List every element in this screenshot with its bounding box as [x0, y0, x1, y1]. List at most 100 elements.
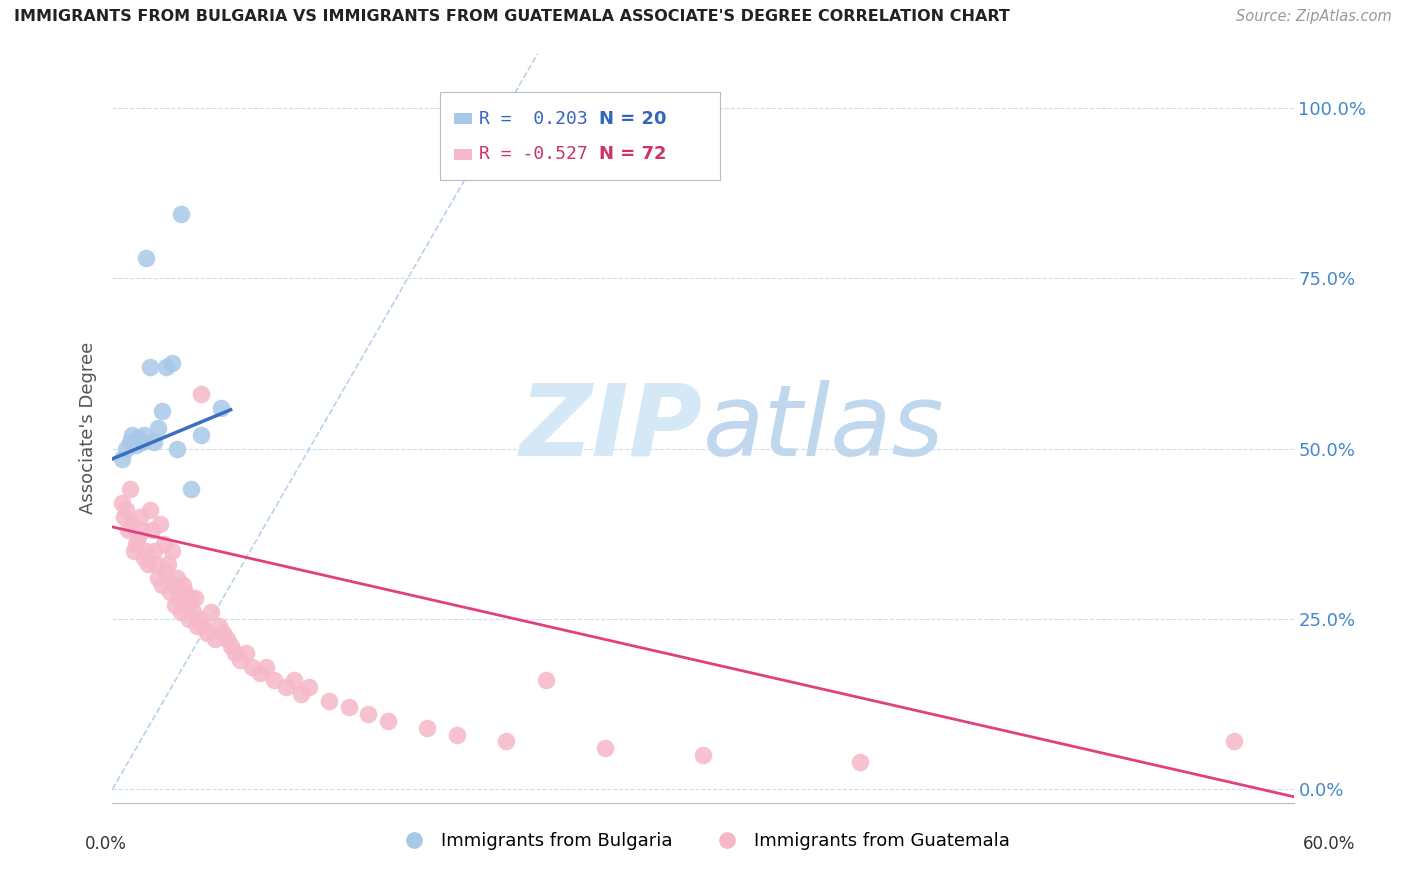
Point: [132, 428, 155, 442]
Point: [263, 673, 285, 688]
Legend: Immigrants from Bulgaria, Immigrants from Guatemala: Immigrants from Bulgaria, Immigrants fro…: [389, 825, 1017, 857]
Text: N = 20: N = 20: [599, 110, 666, 128]
Point: [337, 700, 360, 714]
Point: [186, 618, 208, 632]
Point: [111, 496, 134, 510]
Point: [146, 571, 169, 585]
Point: [160, 356, 183, 370]
Point: [112, 509, 135, 524]
Point: [274, 680, 297, 694]
Point: [298, 680, 321, 694]
Point: [165, 599, 187, 613]
Point: [357, 707, 380, 722]
Point: [111, 451, 134, 466]
Point: [180, 591, 202, 606]
Point: [115, 503, 138, 517]
Point: [152, 537, 174, 551]
Point: [215, 632, 238, 647]
Point: [172, 578, 194, 592]
Point: [283, 673, 305, 688]
Point: [692, 748, 714, 763]
Text: ZIP: ZIP: [520, 380, 703, 476]
Point: [160, 543, 183, 558]
Point: [224, 646, 246, 660]
Point: [166, 571, 188, 585]
Point: [188, 612, 211, 626]
Point: [229, 653, 252, 667]
Point: [145, 558, 167, 572]
Point: [125, 438, 148, 452]
Y-axis label: Associate's Degree: Associate's Degree: [79, 342, 97, 515]
Point: [115, 442, 138, 456]
Point: [159, 584, 181, 599]
Point: [170, 206, 193, 220]
Text: atlas: atlas: [703, 380, 945, 476]
Point: [121, 516, 143, 531]
Text: N = 72: N = 72: [599, 145, 666, 163]
Point: [211, 625, 233, 640]
Point: [495, 734, 517, 748]
Point: [135, 543, 157, 558]
Point: [132, 550, 155, 565]
Point: [174, 584, 197, 599]
Point: [125, 537, 148, 551]
Point: [249, 666, 271, 681]
Point: [254, 659, 277, 673]
Point: [127, 431, 149, 445]
Point: [191, 618, 214, 632]
Point: [120, 483, 142, 497]
Point: [849, 755, 872, 769]
Point: [180, 483, 202, 497]
Point: [150, 578, 173, 592]
Point: [135, 251, 157, 265]
Text: R = -0.527: R = -0.527: [479, 145, 588, 163]
Point: [131, 524, 153, 538]
Point: [181, 605, 204, 619]
Point: [122, 543, 145, 558]
Point: [318, 693, 340, 707]
Point: [190, 428, 212, 442]
Point: [120, 434, 142, 449]
Point: [170, 605, 193, 619]
Point: [204, 632, 226, 647]
Text: IMMIGRANTS FROM BULGARIA VS IMMIGRANTS FROM GUATEMALA ASSOCIATE'S DEGREE CORRELA: IMMIGRANTS FROM BULGARIA VS IMMIGRANTS F…: [14, 9, 1010, 24]
Point: [139, 359, 162, 374]
Text: Source: ZipAtlas.com: Source: ZipAtlas.com: [1236, 9, 1392, 24]
Point: [593, 741, 616, 756]
Point: [166, 442, 188, 456]
Point: [131, 434, 153, 449]
Point: [129, 509, 152, 524]
Point: [208, 618, 231, 632]
Point: [377, 714, 399, 728]
Point: [219, 639, 242, 653]
Point: [156, 558, 179, 572]
Point: [209, 401, 232, 415]
Point: [136, 558, 159, 572]
Point: [416, 721, 439, 735]
Point: [150, 404, 173, 418]
Text: 60.0%: 60.0%: [1302, 835, 1355, 853]
Text: R =  0.203: R = 0.203: [479, 110, 588, 128]
Point: [142, 434, 165, 449]
Point: [155, 564, 177, 578]
Point: [141, 524, 163, 538]
Point: [240, 659, 263, 673]
Point: [117, 524, 139, 538]
Point: [200, 605, 222, 619]
Point: [149, 516, 172, 531]
Text: 0.0%: 0.0%: [84, 835, 127, 853]
Point: [290, 687, 312, 701]
Point: [127, 530, 149, 544]
Point: [534, 673, 557, 688]
Point: [169, 591, 191, 606]
Point: [146, 421, 169, 435]
Point: [1223, 734, 1246, 748]
Point: [139, 503, 162, 517]
Point: [179, 612, 201, 626]
Point: [142, 543, 165, 558]
Point: [195, 625, 218, 640]
Point: [155, 359, 177, 374]
Point: [235, 646, 257, 660]
Point: [446, 728, 468, 742]
Point: [184, 591, 207, 606]
